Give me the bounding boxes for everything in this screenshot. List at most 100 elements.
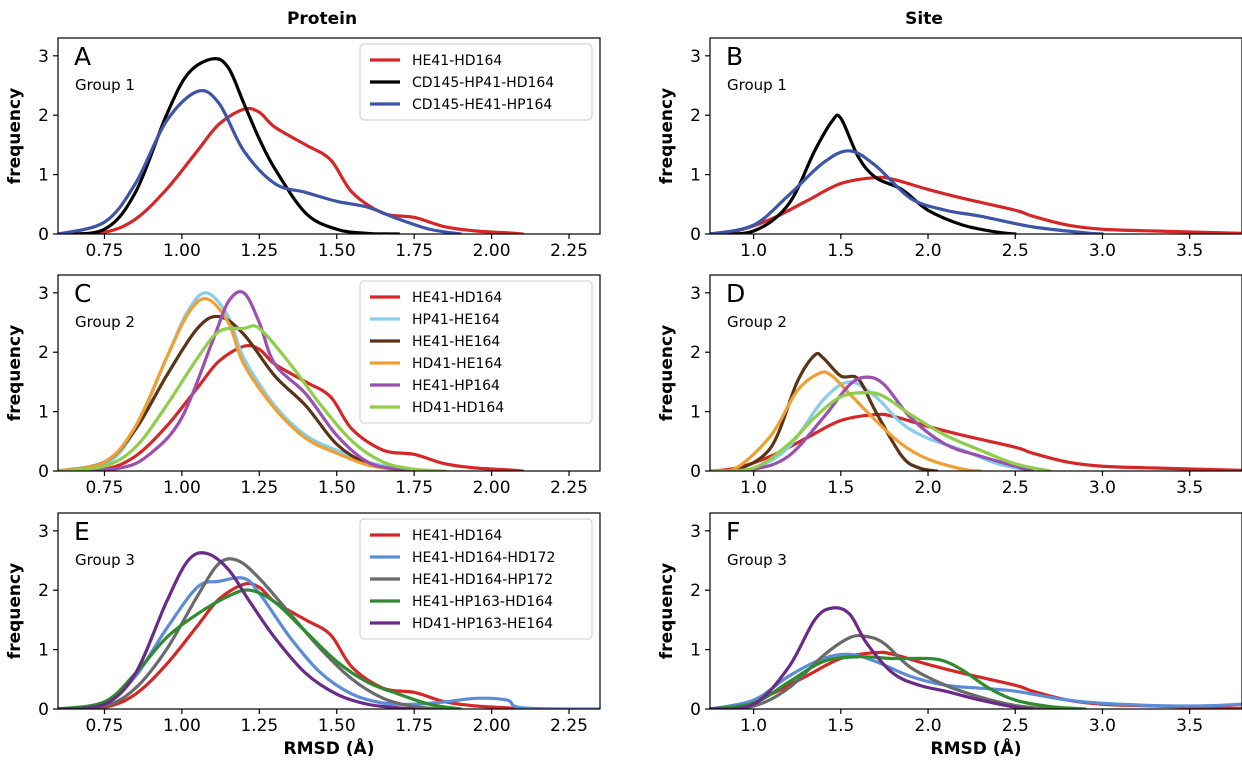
- y-tick-label: 2: [38, 106, 49, 126]
- group-label: Group 2: [727, 313, 787, 331]
- x-tick-label: 3.5: [1176, 478, 1203, 498]
- panel-letter: A: [74, 42, 91, 71]
- x-tick-label: 1.0: [740, 716, 767, 736]
- series-line-6: [58, 324, 447, 471]
- panel-letter: D: [726, 279, 745, 308]
- series-line-3: [710, 351, 939, 471]
- y-tick-label: 1: [38, 641, 49, 661]
- series-line-3: [710, 149, 1105, 234]
- plot-frame: [57, 37, 601, 235]
- x-tick-label: 1.00: [163, 716, 201, 736]
- y-axis-label: frequency: [5, 325, 25, 421]
- x-tick-label: 1.0: [740, 241, 767, 261]
- panel-letter: C: [74, 279, 91, 308]
- y-tick-label: 0: [690, 462, 701, 482]
- legend: HE41-HD164 HP41-HE164 HE41-HE164 HD41-HE164…: [359, 280, 593, 424]
- series-line-5: [710, 606, 1035, 709]
- y-tick-label: 0: [690, 225, 701, 245]
- x-tick-label: 2.5: [1002, 478, 1029, 498]
- x-tick-label: 2.5: [1002, 241, 1029, 261]
- y-tick-label: 3: [38, 522, 49, 542]
- legend-entry: HE41-HP163-HD164: [412, 594, 553, 610]
- x-tick-label: 3.5: [1176, 716, 1203, 736]
- legend-box: [359, 43, 593, 121]
- panel-f: 1.0 1.5 2.0 2.5 3.0 3.5 0 1 2 3 frequency RMSD (Å) F…: [657, 512, 1242, 759]
- group-label: Group 1: [727, 76, 787, 94]
- y-tick-label: 0: [38, 462, 49, 482]
- y-tick-label: 2: [690, 106, 701, 126]
- legend-entry: HE41-HD164-HD172: [412, 550, 555, 566]
- y-tick-label: 2: [690, 581, 701, 601]
- x-tick-label: 2.25: [550, 241, 588, 261]
- series-line-2: [58, 576, 600, 709]
- legend-entry: HD41-HD164: [412, 400, 504, 416]
- legend-entry: HP41-HE164: [412, 312, 500, 328]
- x-tick-label: 1.25: [240, 241, 278, 261]
- panel-letter: B: [726, 42, 743, 71]
- series-group: [58, 290, 525, 471]
- legend-entry: HE41-HD164: [412, 290, 502, 306]
- y-tick-label: 0: [38, 225, 49, 245]
- x-tick-label: 0.75: [86, 478, 124, 498]
- panel-c: 0.75 1.00 1.25 1.50 1.75 2.00 2.25 0 1 2 3 frequenc…: [5, 274, 601, 498]
- series-line-4: [710, 655, 1087, 709]
- series-line-4: [58, 296, 416, 471]
- legend-entry: CD145-HP41-HD164: [412, 75, 554, 91]
- panel-a: 0.75 1.00 1.25 1.50 1.75 2.00 2.25 0 1 2 3 frequenc…: [5, 37, 601, 261]
- x-axis-label: RMSD (Å): [284, 736, 375, 759]
- y-axis-label: frequency: [5, 88, 25, 184]
- x-tick-label: 1.5: [827, 241, 854, 261]
- legend: HE41-HD164 CD145-HP41-HD164 CD145-HE41-HP1…: [359, 43, 593, 121]
- series-line-5: [710, 375, 1035, 471]
- series-group: [58, 56, 525, 234]
- x-tick-label: 1.75: [395, 716, 433, 736]
- column-title-site: Site: [905, 9, 943, 29]
- y-tick-label: 3: [38, 47, 49, 67]
- legend-entry: HD41-HE164: [412, 356, 502, 372]
- series-line-3: [710, 633, 1052, 709]
- y-tick-label: 3: [690, 47, 701, 67]
- group-label: Group 2: [75, 313, 135, 331]
- y-tick-label: 1: [38, 403, 49, 423]
- x-tick-label: 2.5: [1002, 716, 1029, 736]
- series-line-1: [58, 106, 525, 234]
- series-line-6: [710, 391, 1052, 471]
- x-tick-label: 3.0: [1089, 241, 1116, 261]
- legend-entry: HE41-HE164: [412, 334, 500, 350]
- group-label: Group 3: [75, 551, 135, 569]
- x-tick-label: 2.25: [550, 478, 588, 498]
- x-tick-label: 1.50: [318, 241, 356, 261]
- x-tick-label: 2.0: [915, 716, 942, 736]
- series-group: [710, 113, 1242, 234]
- x-tick-label: 2.0: [915, 478, 942, 498]
- y-tick-label: 1: [690, 166, 701, 186]
- group-label: Group 3: [727, 551, 787, 569]
- x-tick-label: 2.00: [473, 478, 511, 498]
- legend: HE41-HD164 HE41-HD164-HD172 HE41-HD164-HP1…: [359, 518, 593, 640]
- legend-entry: HE41-HD164: [412, 528, 502, 544]
- series-line-2: [710, 113, 1017, 234]
- series-line-5: [58, 551, 416, 709]
- plot-frame: [57, 274, 601, 472]
- series-line-4: [710, 370, 982, 471]
- plot-frame: [709, 37, 1242, 235]
- y-axis-label: frequency: [657, 563, 677, 659]
- panel-b: 1.0 1.5 2.0 2.5 3.0 3.5 0 1 2 3 frequency B Group 1: [657, 37, 1242, 261]
- y-tick-label: 2: [38, 343, 49, 363]
- group-label: Group 1: [75, 76, 135, 94]
- y-tick-label: 1: [690, 403, 701, 423]
- x-tick-label: 0.75: [86, 241, 124, 261]
- x-tick-label: 2.00: [473, 716, 511, 736]
- plot-frame: [57, 512, 601, 710]
- x-tick-label: 2.00: [473, 241, 511, 261]
- series-line-3: [58, 89, 463, 234]
- x-tick-label: 1.25: [240, 478, 278, 498]
- x-tick-label: 2.25: [550, 716, 588, 736]
- panel-letter: E: [74, 517, 90, 546]
- legend-entry: HE41-HD164: [412, 53, 502, 69]
- x-tick-label: 1.50: [318, 478, 356, 498]
- x-tick-label: 1.5: [827, 716, 854, 736]
- x-tick-label: 2.0: [915, 241, 942, 261]
- x-tick-label: 1.25: [240, 716, 278, 736]
